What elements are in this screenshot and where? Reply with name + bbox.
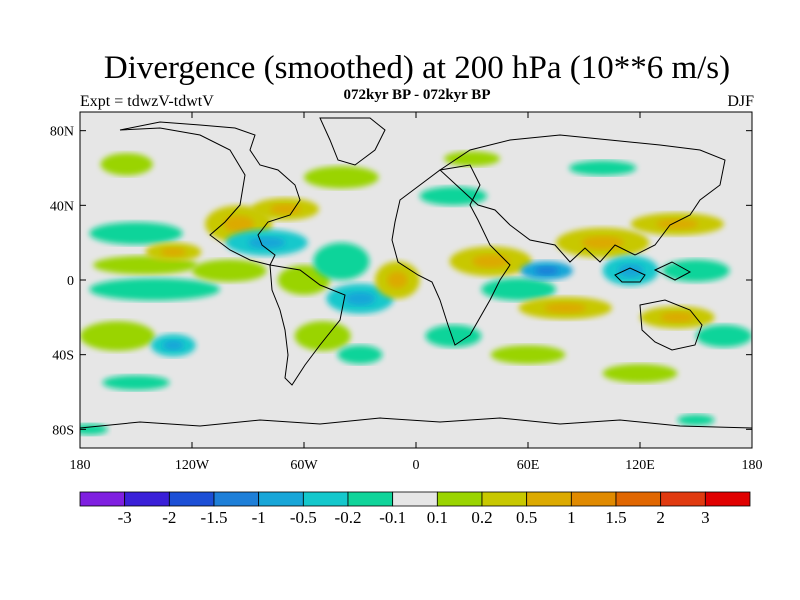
anomaly-core: [581, 235, 624, 250]
colorbar-swatch: [481, 491, 528, 507]
map-subtitle: 072kyr BP - 072kyr BP: [343, 87, 491, 103]
colorbar-swatch: [302, 491, 349, 507]
latitude-axis: 80N 40N 0 40S 80S: [50, 125, 752, 438]
anomaly-region: [425, 324, 482, 348]
anomaly-core: [656, 218, 699, 230]
y-tick-label: 0: [67, 274, 74, 289]
anomaly-region: [337, 345, 383, 364]
anomaly-region: [677, 414, 715, 426]
colorbar-swatch: [347, 491, 394, 507]
x-tick-label: 180: [70, 458, 91, 473]
anomaly-region: [569, 160, 637, 176]
colorbar-swatch: [660, 491, 706, 507]
anomaly-core: [660, 312, 695, 323]
colorbar-label: -0.2: [335, 508, 362, 527]
colorbar-swatch: [124, 491, 170, 507]
colorbar-swatch: [615, 491, 662, 507]
colorbar-label: -2: [162, 508, 176, 527]
anomaly-region: [80, 423, 108, 435]
colorbar-swatch: [168, 491, 215, 507]
anomaly-region: [419, 186, 487, 206]
colorbar-label: -1.5: [201, 508, 228, 527]
anomaly-region: [481, 278, 556, 301]
anomaly-region: [102, 375, 170, 391]
colorbar-swatch: [79, 491, 126, 507]
colorbar-label: 0.5: [516, 508, 537, 527]
y-tick-label: 40S: [52, 349, 74, 364]
anomaly-core: [544, 302, 587, 314]
colorbar-swatch: [213, 491, 260, 507]
anomaly-region: [89, 222, 183, 245]
colorbar-label: -3: [118, 508, 132, 527]
anomaly-region: [294, 321, 351, 351]
x-tick-label: 180: [742, 458, 763, 473]
anomaly-core: [160, 247, 186, 257]
divergence-field: [80, 151, 752, 435]
anomaly-core: [344, 291, 376, 306]
anomaly-region: [100, 153, 153, 176]
x-tick-label: 60W: [290, 458, 318, 473]
anomaly-region: [192, 259, 267, 282]
x-tick-label: 0: [413, 458, 420, 473]
map-title: Divergence (smoothed) at 200 hPa (10**6 …: [103, 50, 731, 86]
anomaly-region: [662, 259, 730, 282]
colorbar-label: 2: [656, 508, 665, 527]
colorbar-label: 3: [701, 508, 710, 527]
anomaly-region: [490, 345, 566, 364]
anomaly-region: [304, 166, 379, 189]
anomaly-core: [248, 236, 286, 249]
colorbar-swatch: [392, 491, 438, 507]
anomaly-core: [387, 271, 408, 289]
x-tick-label: 60E: [517, 458, 540, 473]
colorbar-label: -0.5: [290, 508, 317, 527]
colorbar-label: 1: [567, 508, 576, 527]
colorbar-label: 0.1: [427, 508, 448, 527]
longitude-axis: 180 120W 60W 0 60E 120E 180: [70, 112, 763, 473]
colorbar-swatch: [704, 491, 751, 507]
colorbar-swatch: [526, 491, 572, 507]
anomaly-core: [618, 263, 644, 278]
anomaly-core: [472, 254, 510, 269]
anomaly-region: [80, 321, 155, 351]
anomaly-core: [534, 266, 559, 275]
y-tick-label: 80S: [52, 423, 74, 438]
anomaly-core: [270, 204, 301, 215]
anomaly-region: [602, 364, 678, 383]
colorbar: -3 -2 -1.5 -1 -0.5 -0.2 -0.1 0.1 0.2 0.5 1 1.5 2 3: [79, 491, 751, 527]
colorbar-label: -0.1: [379, 508, 406, 527]
anomaly-region: [277, 265, 331, 295]
colorbar-label: 1.5: [605, 508, 626, 527]
experiment-label: Expt = tdwzV-tdwtV: [80, 93, 214, 110]
anomaly-core: [223, 215, 254, 233]
colorbar-swatch: [570, 491, 617, 507]
colorbar-swatch: [258, 491, 304, 507]
y-tick-label: 80N: [50, 125, 74, 140]
anomaly-region: [444, 151, 500, 167]
anomaly-region: [696, 324, 752, 348]
colorbar-swatch: [436, 491, 483, 507]
coastlines: [80, 117, 752, 429]
x-tick-label: 120W: [175, 458, 210, 473]
anomaly-core: [163, 340, 184, 351]
season-label: DJF: [727, 93, 754, 110]
anomaly-region: [313, 242, 370, 280]
anomaly-region: [89, 278, 220, 301]
colorbar-label: 0.2: [471, 508, 492, 527]
x-tick-label: 120E: [625, 458, 655, 473]
y-tick-label: 40N: [50, 199, 74, 214]
colorbar-label: -1: [252, 508, 266, 527]
